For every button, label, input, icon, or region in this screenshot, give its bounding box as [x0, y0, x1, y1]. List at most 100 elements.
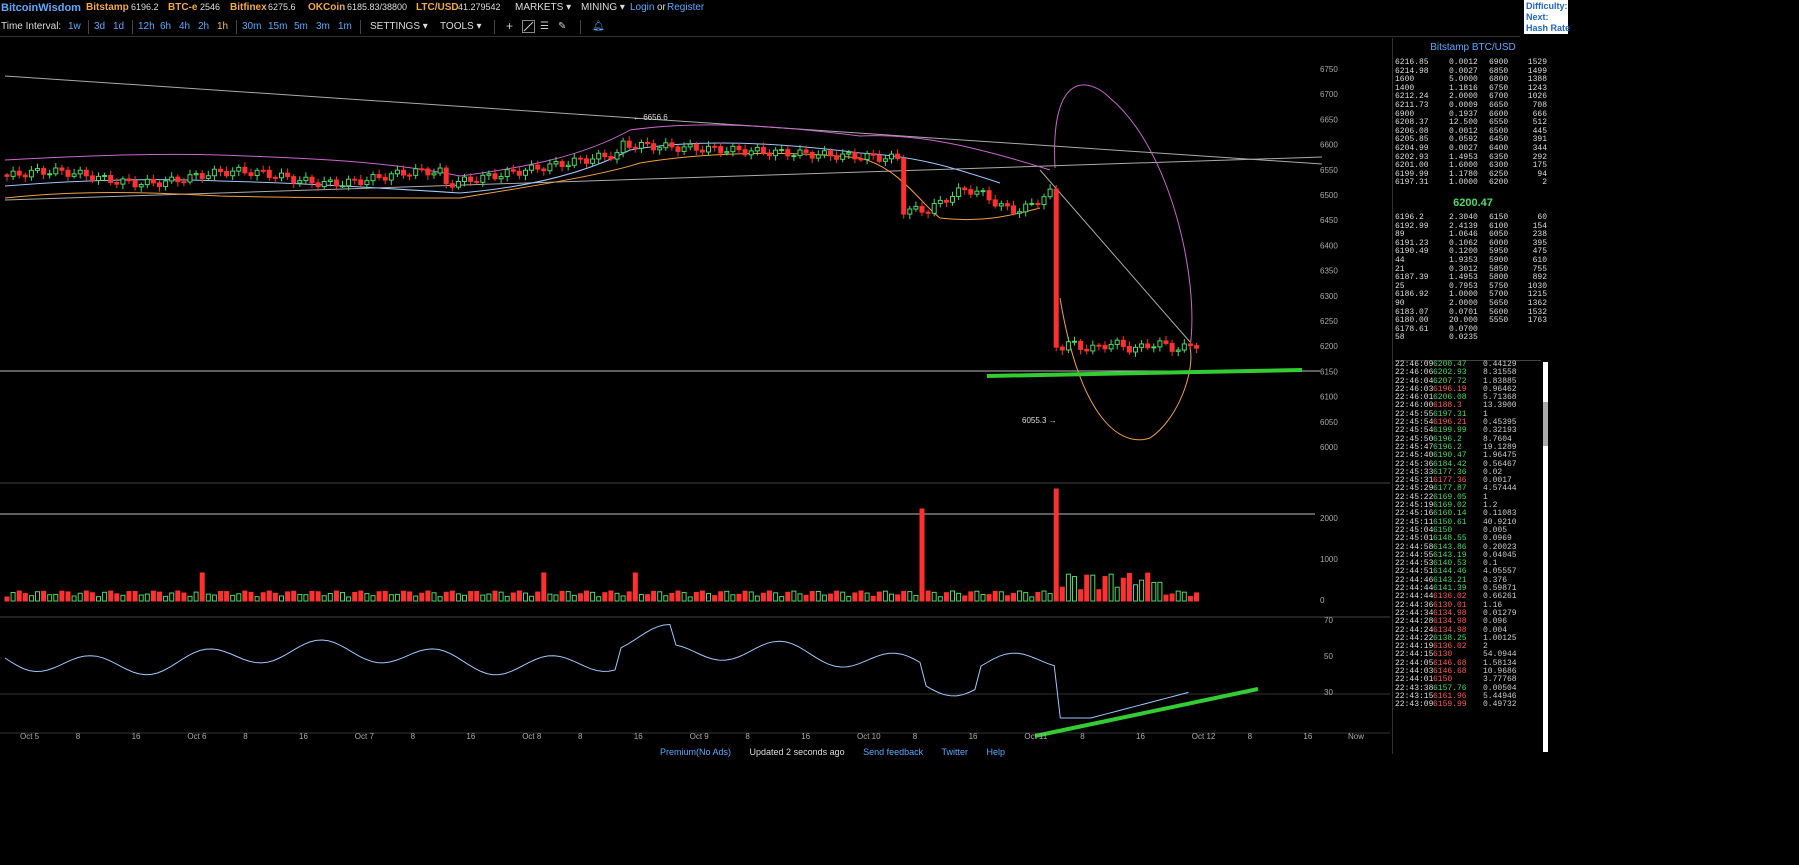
crosshair-tool-icon[interactable]: +	[506, 19, 514, 33]
drawn-ellipse-upper[interactable]	[1054, 84, 1193, 349]
settings-menu[interactable]: SETTINGS ▾	[370, 21, 428, 32]
order-price: 6204.99	[1395, 144, 1429, 153]
trade-price: 6140.53	[1433, 559, 1467, 569]
trade-time: 22:45:54	[1395, 426, 1434, 436]
markets-menu[interactable]: MARKETS ▾	[515, 2, 571, 13]
depth-total: 1362	[1527, 299, 1547, 308]
trade-amount: 2	[1483, 642, 1488, 652]
trendline-drop[interactable]	[1039, 169, 1191, 343]
indicator-trend-annotation[interactable]	[1034, 687, 1259, 738]
price-chart-area[interactable]: ← 6656.6 6055.3 → 6750 6700 6650 6600 6550 65…	[0, 38, 1390, 754]
trade-amount: 54.0944	[1483, 650, 1517, 660]
volume-bar	[1114, 586, 1120, 602]
interval-4h[interactable]: 4h	[179, 21, 191, 32]
market-bitstamp[interactable]: Bitstamp	[86, 2, 129, 13]
candle-body	[577, 157, 583, 160]
tools-menu[interactable]: TOOLS ▾	[440, 21, 482, 32]
mining-menu[interactable]: MINING ▾	[581, 2, 625, 13]
order-book-row: 25 0.7953 5750 1030	[1395, 282, 1547, 291]
fibonacci-tool-icon[interactable]: ☰	[540, 21, 549, 32]
interval-6h[interactable]: 6h	[160, 21, 172, 32]
candle-body	[437, 167, 443, 174]
trade-price: 6134.98	[1433, 625, 1467, 635]
interval-5m[interactable]: 5m	[294, 21, 308, 32]
order-amount: 2.0000	[1449, 299, 1478, 308]
depth-price: 6800	[1489, 75, 1509, 85]
interval-30m[interactable]: 30m	[242, 21, 262, 32]
updated-status: Updated 2 seconds ago	[749, 747, 845, 757]
volume-bar	[291, 590, 297, 602]
interval-1w[interactable]: 1w	[68, 21, 81, 32]
candle-body	[748, 150, 754, 156]
volume-bar	[346, 596, 352, 602]
divider	[236, 20, 237, 34]
support-annotation-line[interactable]	[986, 368, 1303, 378]
register-link[interactable]: Register	[667, 2, 705, 13]
volume-bar	[986, 594, 992, 602]
order-amount: 5.0000	[1449, 75, 1478, 85]
trade-row: 22:45:406190.47 1.96475	[1395, 451, 1541, 460]
trade-price: 6196.2	[1433, 434, 1462, 444]
volume-bar	[962, 595, 968, 602]
candle-body	[1187, 343, 1193, 347]
mining-menu-label: MINING	[581, 2, 618, 13]
candlestick-chart[interactable]: ← 6656.6 6055.3 → 6750 6700 6650 6600 6550 65…	[0, 38, 1390, 754]
trade-amount: 0.02	[1483, 467, 1503, 477]
panel-title[interactable]: Bitstamp BTC/USD	[1430, 42, 1516, 53]
trade-time: 22:45:54	[1395, 418, 1434, 428]
candle-body	[77, 169, 83, 175]
trendline-ascending[interactable]	[4, 156, 1323, 201]
drawn-ellipse-lower[interactable]	[1059, 297, 1192, 441]
volume-bar	[767, 590, 772, 602]
trades-scrollbar[interactable]	[1543, 362, 1548, 752]
volume-bar	[809, 591, 815, 602]
candle-body	[340, 185, 345, 188]
interval-12h[interactable]: 12h	[138, 21, 155, 32]
brush-tool-icon[interactable]: ✎	[558, 21, 567, 32]
premium-link[interactable]: Premium(No Ads)	[660, 747, 732, 757]
depth-total: 1030	[1527, 281, 1547, 291]
help-link[interactable]: Help	[986, 747, 1006, 757]
line-tool-icon[interactable]	[522, 20, 535, 33]
brand-logo[interactable]: BitcoinWisdom	[1, 2, 81, 14]
depth-price: 6450	[1489, 135, 1509, 145]
login-link[interactable]: Login	[630, 2, 655, 13]
scrollbar-thumb[interactable]	[1543, 402, 1548, 446]
interval-3d[interactable]: 3d	[94, 21, 106, 32]
twitter-link[interactable]: Twitter	[941, 747, 969, 757]
chevron-down-icon: ▾	[566, 2, 572, 13]
market-okcoin[interactable]: OKCoin	[308, 2, 346, 13]
volume-bar	[1126, 572, 1132, 602]
volume-bar	[1084, 574, 1090, 602]
volume-bar	[102, 591, 108, 602]
trade-time: 22:43:15	[1395, 691, 1434, 701]
volume-bar	[230, 594, 236, 602]
interval-2h[interactable]: 2h	[198, 21, 210, 32]
interval-1m[interactable]: 1m	[338, 21, 352, 32]
candle-body	[547, 163, 553, 172]
interval-1d[interactable]: 1d	[113, 21, 125, 32]
volume-bar	[516, 590, 522, 602]
market-ltcusd[interactable]: LTC/USD	[416, 2, 459, 13]
alert-bell-icon[interactable]: 🔔︎	[592, 21, 605, 32]
feedback-link[interactable]: Send feedback	[863, 747, 924, 757]
volume-bar	[1023, 592, 1029, 602]
order-price: 6214.98	[1395, 66, 1429, 76]
volume-bar	[974, 590, 980, 602]
interval-15m[interactable]: 15m	[268, 21, 288, 32]
volume-bar	[608, 590, 614, 602]
volume-bar	[401, 590, 406, 602]
trade-amount: 8.7604	[1483, 434, 1512, 444]
market-bitfinex[interactable]: Bitfinex	[230, 2, 267, 13]
market-btce[interactable]: BTC-e	[168, 2, 198, 13]
volume-bar	[523, 592, 528, 602]
interval-1h[interactable]: 1h	[217, 21, 229, 32]
interval-3m[interactable]: 3m	[316, 21, 330, 32]
volume-bar	[718, 591, 724, 602]
candle-body	[35, 168, 40, 171]
depth-total: 1026	[1527, 92, 1547, 102]
candle-body	[1090, 344, 1096, 352]
candles-group	[4, 136, 1199, 357]
trendline-descending[interactable]	[4, 75, 1323, 165]
candle-body	[394, 169, 400, 175]
